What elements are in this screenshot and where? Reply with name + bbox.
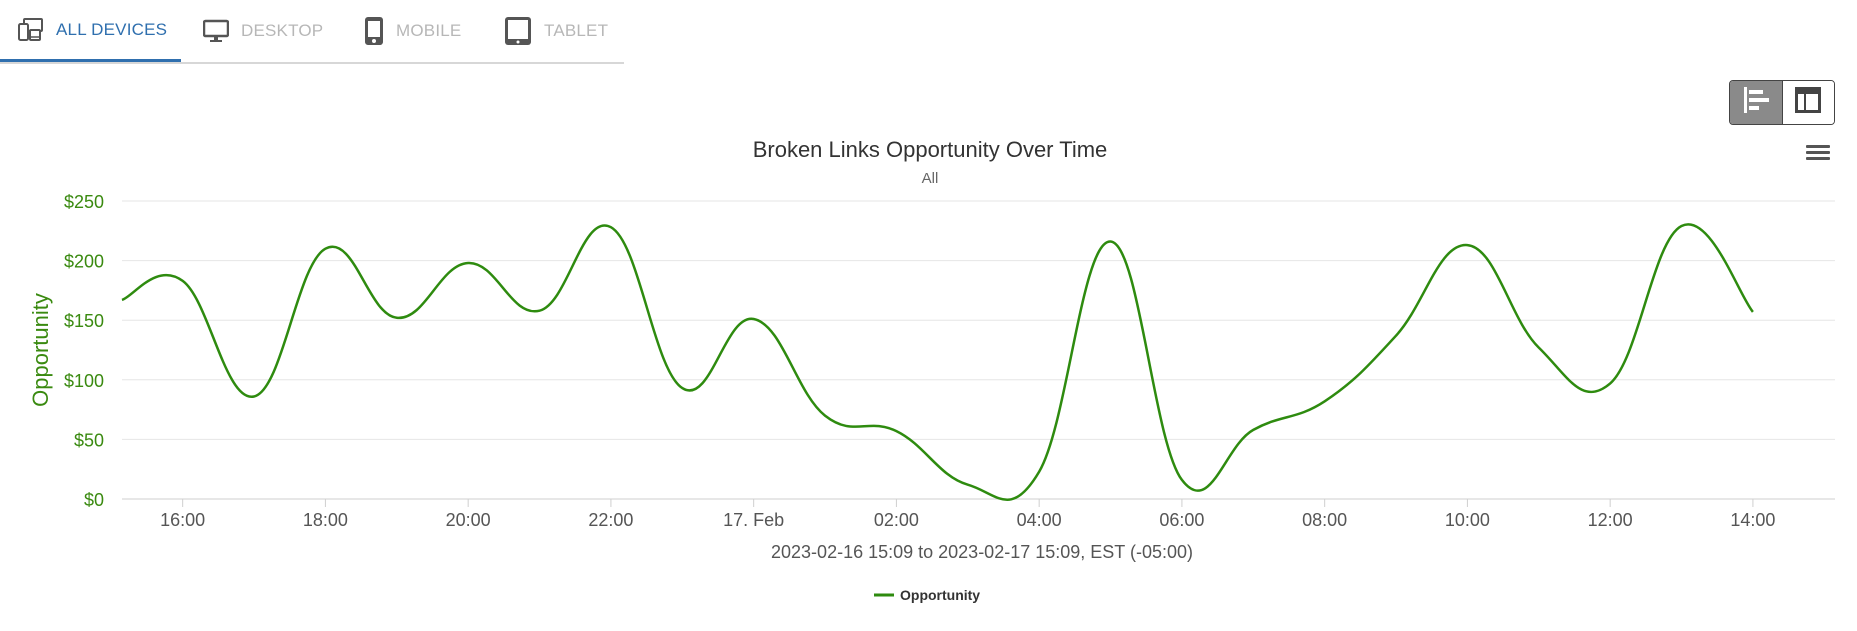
tab-mobile[interactable]: MOBILE bbox=[344, 0, 484, 62]
chart-subtitle: All bbox=[922, 170, 939, 187]
legend-label: Opportunity bbox=[900, 587, 980, 603]
x-tick-label: 14:00 bbox=[1730, 510, 1775, 530]
view-toggle bbox=[1729, 80, 1835, 125]
x-axis-range-label: 2023-02-16 15:09 to 2023-02-17 15:09, ES… bbox=[771, 542, 1193, 562]
table-view-button[interactable] bbox=[1781, 81, 1834, 124]
y-tick-label: $0 bbox=[84, 490, 104, 510]
desktop-icon bbox=[203, 19, 229, 43]
tab-all-devices[interactable]: ALL DEVICES bbox=[0, 0, 181, 62]
y-tick-label: $150 bbox=[64, 311, 104, 331]
legend[interactable]: Opportunity bbox=[874, 587, 980, 603]
tab-label: DESKTOP bbox=[241, 21, 324, 40]
x-tick-label: 16:00 bbox=[160, 510, 205, 530]
tablet-icon bbox=[504, 16, 532, 46]
x-tick-label: 17. Feb bbox=[723, 510, 784, 530]
x-tick-label: 04:00 bbox=[1017, 510, 1062, 530]
y-axis-label: Opportunity bbox=[28, 293, 53, 407]
x-tick-label: 06:00 bbox=[1159, 510, 1204, 530]
x-tick-label: 20:00 bbox=[446, 510, 491, 530]
tab-desktop[interactable]: DESKTOP bbox=[181, 0, 344, 62]
x-tick-label: 12:00 bbox=[1588, 510, 1633, 530]
y-axis: $0 $50 $100 $150 $200 $250 bbox=[64, 192, 104, 510]
tab-label: MOBILE bbox=[396, 21, 462, 40]
x-tick-label: 18:00 bbox=[303, 510, 348, 530]
hamburger-menu-icon[interactable] bbox=[1806, 142, 1830, 162]
mobile-icon bbox=[364, 16, 384, 46]
device-tabs: ALL DEVICES DESKTOP MOBILE bbox=[0, 0, 624, 64]
bar-chart-view-icon bbox=[1741, 85, 1771, 120]
series-line-opportunity bbox=[121, 223, 1754, 501]
all-devices-icon bbox=[18, 17, 44, 42]
x-axis: 16:00 18:00 20:00 22:00 17. Feb 02:00 04:00 06:… bbox=[160, 499, 1775, 530]
tab-label: TABLET bbox=[544, 21, 609, 40]
table-view-icon bbox=[1794, 86, 1822, 119]
x-tick-label: 22:00 bbox=[588, 510, 633, 530]
x-tick-label: 08:00 bbox=[1302, 510, 1347, 530]
y-tick-label: $100 bbox=[64, 371, 104, 391]
x-tick-label: 10:00 bbox=[1445, 510, 1490, 530]
x-tick-label: 02:00 bbox=[874, 510, 919, 530]
tab-tablet[interactable]: TABLET bbox=[484, 0, 624, 62]
y-tick-label: $250 bbox=[64, 192, 104, 212]
chart-title: Broken Links Opportunity Over Time bbox=[753, 137, 1108, 162]
y-tick-label: $200 bbox=[64, 252, 104, 272]
chart-view-button[interactable] bbox=[1730, 81, 1782, 124]
grid bbox=[122, 200, 1835, 500]
y-tick-label: $50 bbox=[74, 430, 104, 450]
tab-label: ALL DEVICES bbox=[56, 19, 168, 39]
